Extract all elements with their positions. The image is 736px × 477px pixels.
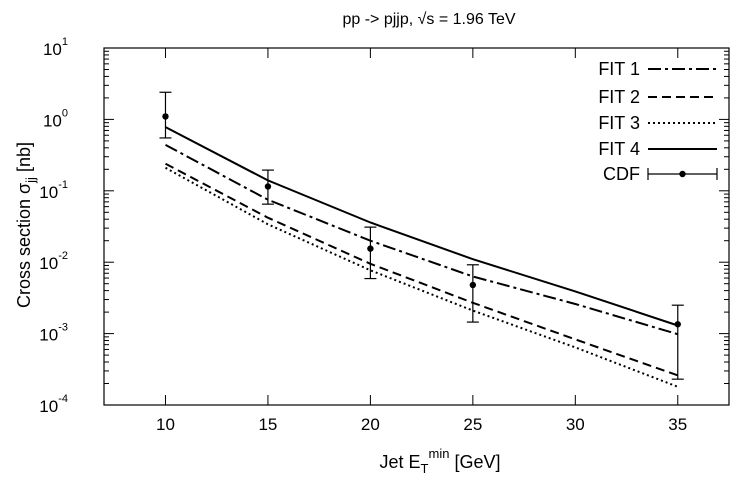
legend-swatch-point — [679, 170, 686, 178]
cdf-data-point — [162, 113, 169, 120]
y-axis-title: Cross section σjj [nb] — [14, 142, 38, 308]
x-tick-label: 15 — [258, 415, 277, 434]
grid-and-ticks — [104, 47, 729, 406]
x-tick-label: 25 — [463, 415, 482, 434]
x-tick-label: 35 — [668, 415, 687, 434]
y-tick-label: 10-4 — [39, 393, 68, 416]
y-tick-label: 101 — [43, 36, 68, 59]
x-tick-labels: 10 15 20 25 30 35 — [156, 415, 687, 434]
legend-label: FIT 3 — [598, 113, 640, 133]
legend-label: CDF — [603, 164, 640, 184]
plot-frame — [103, 47, 730, 406]
fit-curve-3 — [165, 166, 679, 388]
x-tick-label: 30 — [566, 415, 585, 434]
y-tick-label: 10-1 — [39, 179, 68, 202]
cdf-data-points — [159, 91, 684, 380]
y-tick-label: 10-2 — [39, 250, 68, 273]
cdf-data-point — [367, 245, 374, 252]
fit-curve-2 — [165, 162, 679, 377]
cdf-data-point — [469, 281, 477, 289]
legend-label: FIT 4 — [598, 139, 640, 159]
fit-curve-4 — [165, 126, 679, 327]
x-tick-label: 10 — [156, 415, 175, 434]
y-tick-label: 100 — [43, 107, 68, 130]
legend: FIT 1 FIT 2 FIT 3 FIT 4 CDF — [598, 59, 718, 184]
cdf-data-point — [674, 321, 681, 328]
x-tick-label: 20 — [361, 415, 380, 434]
legend-label: FIT 1 — [598, 59, 640, 79]
y-tick-labels: 10-4 10-3 10-2 10-1 100 101 — [39, 36, 68, 416]
chart-title: pp -> pjjp, √s = 1.96 TeV — [342, 11, 515, 28]
x-axis-title: Jet ETmin [GeV] — [380, 446, 501, 476]
cdf-data-point — [264, 183, 272, 190]
fit-curves — [165, 126, 679, 388]
fit-curve-1 — [165, 144, 679, 336]
legend-label: FIT 2 — [598, 87, 640, 107]
y-tick-label: 10-3 — [39, 322, 68, 345]
